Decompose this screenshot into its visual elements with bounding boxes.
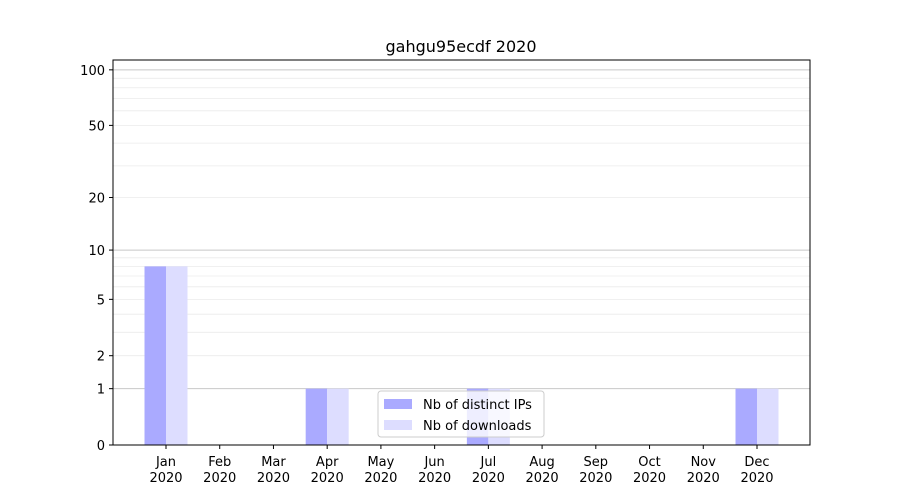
legend-box (377, 390, 545, 438)
bar (166, 266, 188, 445)
y-tick-label: 20 (88, 192, 105, 207)
x-tick-label: 2020 (311, 471, 344, 486)
legend-swatch (384, 399, 412, 409)
y-tick-label: 10 (88, 244, 105, 259)
legend-swatch (384, 420, 412, 430)
bar (144, 266, 166, 445)
x-tick-label: 2020 (579, 471, 612, 486)
x-tick-label: Jun (423, 455, 444, 470)
x-tick-label: 2020 (740, 471, 773, 486)
x-tick-label: 2020 (526, 471, 559, 486)
y-tick-label: 0 (97, 439, 105, 454)
x-tick-label: Jan (155, 455, 176, 470)
bar (327, 388, 349, 445)
x-tick-label: 2020 (149, 471, 182, 486)
x-tick-label: 2020 (418, 471, 451, 486)
x-tick-label: Nov (691, 455, 717, 470)
bar (757, 388, 779, 445)
x-tick-label: Dec (744, 455, 769, 470)
y-tick-label: 1 (97, 383, 105, 398)
x-tick-label: 2020 (203, 471, 236, 486)
bar (735, 388, 757, 445)
x-tick-label: May (367, 455, 394, 470)
x-tick-label: Apr (316, 455, 339, 470)
legend-label: Nb of downloads (423, 419, 532, 434)
plot-frame (112, 59, 811, 446)
legend-label: Nb of distinct IPs (423, 398, 532, 413)
x-tick-label: 2020 (472, 471, 505, 486)
y-tick-label: 5 (97, 293, 105, 308)
y-tick-label: 2 (97, 350, 105, 365)
bar (305, 388, 328, 445)
x-tick-label: 2020 (687, 471, 720, 486)
x-tick-label: 2020 (633, 471, 666, 486)
y-tick-label: 50 (88, 119, 105, 134)
x-tick-label: 2020 (364, 471, 397, 486)
x-tick-label: Feb (208, 455, 231, 470)
x-tick-label: Jul (480, 455, 497, 470)
x-tick-label: 2020 (257, 471, 290, 486)
chart-title: gahgu95ecdf 2020 (386, 37, 537, 56)
x-tick-label: Mar (261, 455, 286, 470)
y-tick-label: 100 (80, 64, 105, 79)
legend: Nb of distinct IPs Nb of downloads (377, 390, 545, 438)
x-tick-label: Aug (529, 455, 554, 470)
x-tick-label: Oct (638, 455, 660, 470)
x-tick-label: Sep (584, 455, 609, 470)
